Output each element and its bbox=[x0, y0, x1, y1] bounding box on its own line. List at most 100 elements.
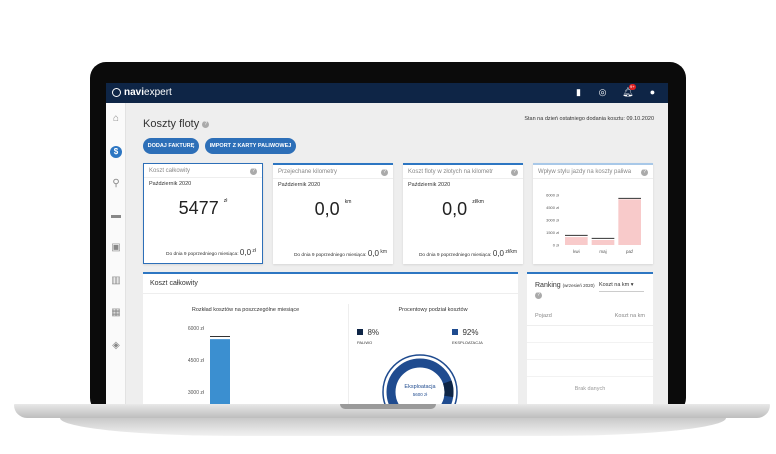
divider bbox=[527, 342, 653, 343]
ranking-title-text: Ranking bbox=[535, 282, 561, 289]
prev-label: Do dnia 9 poprzedniego miesiąca: bbox=[293, 253, 367, 258]
chevron-down-icon: ▾ bbox=[630, 282, 634, 288]
sidebar: ⌂ $ ⚲ ▬ ▣ ▥ ▦ ◈ bbox=[106, 103, 126, 404]
import-fuel-card-button[interactable]: IMPORT Z KARTY PALIWOWEJ bbox=[205, 138, 296, 154]
legend-operation: 92% EKSPLOATACJA bbox=[452, 322, 483, 345]
notification-badge: 9+ bbox=[629, 84, 636, 90]
donut-center-value: 5600 zł bbox=[412, 392, 428, 397]
donut-center: Eksploatacja 5600 zł bbox=[380, 384, 460, 397]
pie-title: Procentowy podział kosztów bbox=[398, 307, 468, 313]
legend-fuel: 8% PALIWO bbox=[357, 322, 379, 345]
card-driving-style[interactable]: Wpływ stylu jazdy na koszty paliwa? 0 zł… bbox=[533, 163, 653, 264]
bar bbox=[618, 199, 641, 245]
ranking-select-value: Koszt na km bbox=[599, 282, 630, 288]
prev-unit: km bbox=[380, 249, 387, 255]
y-tick-label: 6000 zł bbox=[188, 326, 205, 332]
help-icon[interactable]: ? bbox=[511, 169, 518, 176]
card-title: Wpływ stylu jazdy na koszty paliwa bbox=[538, 169, 632, 175]
y-tick-label: 0 zł bbox=[553, 243, 559, 248]
card-total-cost[interactable]: Koszt całkowity? Październik 2020 5477 z… bbox=[143, 163, 263, 264]
calendar-icon[interactable]: ▦ bbox=[111, 307, 121, 318]
legend-name: PALIWO bbox=[357, 340, 373, 345]
book-icon[interactable]: ▮ bbox=[576, 87, 581, 97]
last-cost-date: Stan na dzień ostatniego dodania kosztu:… bbox=[524, 116, 654, 122]
home-icon[interactable]: ⌂ bbox=[112, 113, 120, 124]
logo-bold: navi bbox=[124, 87, 145, 98]
unit: zł bbox=[223, 198, 228, 204]
legend-pct: 92% bbox=[462, 328, 479, 337]
location-icon[interactable]: ⚲ bbox=[112, 178, 120, 189]
prev-unit: zł bbox=[252, 248, 256, 254]
help-icon[interactable]: ? bbox=[535, 291, 542, 299]
value: 0,0 bbox=[442, 199, 468, 219]
ranking-title: Ranking (wrzesień 2020) ? bbox=[535, 281, 595, 301]
x-tick-label: maj bbox=[599, 249, 606, 254]
y-tick-label: 4500 zł bbox=[546, 205, 559, 210]
page-title: Koszty floty ? bbox=[143, 118, 210, 130]
empty-state: Brak danych bbox=[574, 386, 606, 392]
logo-light: expert bbox=[144, 87, 172, 98]
ranking-period: (wrzesień 2020) bbox=[562, 283, 595, 288]
divider bbox=[527, 376, 653, 377]
unit: km bbox=[344, 199, 352, 205]
card-value: 5477 zł bbox=[144, 198, 262, 219]
help-icon[interactable]: ? bbox=[641, 169, 648, 176]
card-period: Październik 2020 bbox=[149, 181, 192, 187]
card-prev: Do dnia 9 poprzedniego miesiąca: 0,0 km bbox=[294, 249, 387, 258]
x-tick-label: kwi bbox=[573, 249, 580, 254]
tag-icon[interactable]: ◈ bbox=[112, 340, 120, 351]
page-title-text: Koszty floty bbox=[143, 118, 200, 130]
ranking-select[interactable]: Koszt na km ▾ bbox=[599, 282, 644, 292]
y-tick-label: 6000 zł bbox=[546, 193, 559, 198]
donut-outer-ring bbox=[382, 354, 458, 404]
prev-label: Do dnia 9 poprzedniego miesiąca: bbox=[166, 252, 239, 257]
ranking-panel: Ranking (wrzesień 2020) ? Koszt na km ▾ … bbox=[527, 272, 653, 404]
divider bbox=[527, 359, 653, 360]
value: 5477 bbox=[178, 198, 219, 218]
prev-unit: zł/km bbox=[505, 249, 517, 255]
total-cost-panel: Koszt całkowity Rozkład kosztów na poszc… bbox=[143, 272, 518, 404]
laptop-notch bbox=[340, 404, 436, 409]
card-title: Koszt floty w złotych na kilometr bbox=[408, 169, 494, 175]
unit: zł/km bbox=[472, 199, 484, 205]
legend-swatch bbox=[452, 329, 458, 335]
col-cost: Koszt na km bbox=[614, 313, 645, 319]
laptop-base bbox=[14, 404, 770, 418]
laptop-base-bottom bbox=[60, 418, 726, 436]
chart-icon[interactable]: ▥ bbox=[111, 275, 121, 286]
help-icon[interactable]: ? bbox=[202, 120, 210, 128]
col-vehicle: Pojazd bbox=[535, 313, 552, 319]
bar bbox=[565, 237, 588, 245]
legend-swatch bbox=[357, 329, 363, 335]
divider bbox=[527, 325, 653, 326]
card-value: 0,0 km bbox=[273, 199, 393, 220]
monthly-chart-title: Rozkład kosztów na poszczególne miesiące bbox=[191, 307, 300, 313]
support-icon[interactable]: ◎ bbox=[598, 87, 607, 97]
card-title: Przejechane kilometry bbox=[278, 169, 338, 175]
driving-style-chart: 0 zł 1500 zł 3000 zł 4500 zł 6000 zł kwi maj pa… bbox=[546, 193, 641, 254]
legend-pct: 8% bbox=[367, 328, 380, 337]
account-icon[interactable]: ● bbox=[649, 87, 656, 97]
card-period: Październik 2020 bbox=[278, 182, 321, 188]
car-icon[interactable]: ▬ bbox=[111, 210, 121, 221]
add-invoice-button[interactable]: DODAJ FAKTURĘ bbox=[143, 138, 199, 154]
card-kilometers[interactable]: Przejechane kilometry? Październik 2020 … bbox=[273, 163, 393, 264]
bell-icon[interactable]: 🔔︎ 9+ bbox=[622, 84, 636, 97]
card-period: Październik 2020 bbox=[408, 182, 451, 188]
y-tick-label: 3000 zł bbox=[546, 218, 559, 223]
app-screen: naviexpert ▮ ◎ 🔔︎ 9+ ● ⌂ $ ⚲ ▬ ▣ ▥ ▦ ◈ Ko… bbox=[106, 83, 668, 404]
dollar-icon[interactable]: $ bbox=[110, 146, 122, 158]
y-tick-label: 1500 zł bbox=[546, 230, 559, 235]
contact-icon[interactable]: ▣ bbox=[111, 242, 121, 253]
donut-chart bbox=[382, 354, 458, 404]
bar bbox=[591, 240, 615, 245]
help-icon[interactable]: ? bbox=[250, 168, 257, 175]
donut-slice-fuel[interactable] bbox=[383, 355, 457, 404]
divider bbox=[348, 304, 349, 404]
card-cost-per-km[interactable]: Koszt floty w złotych na kilometr? Paźdz… bbox=[403, 163, 523, 264]
logo[interactable]: naviexpert bbox=[112, 87, 172, 98]
prev-value: 0,0 bbox=[239, 248, 252, 257]
x-tick-label: paź bbox=[626, 249, 634, 254]
help-icon[interactable]: ? bbox=[381, 169, 388, 176]
donut-center-label: Eksploatacja bbox=[404, 384, 436, 390]
